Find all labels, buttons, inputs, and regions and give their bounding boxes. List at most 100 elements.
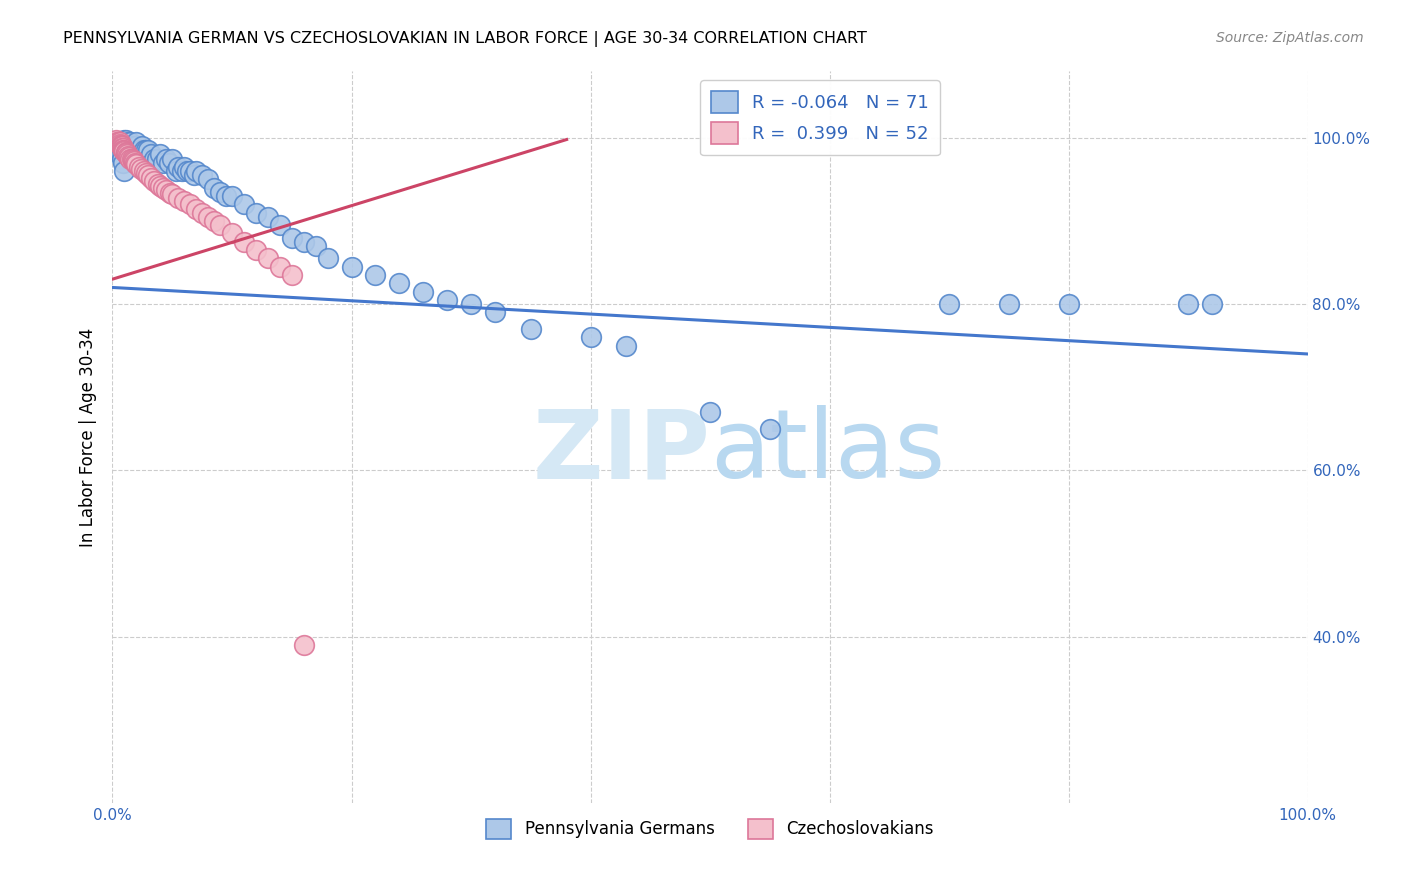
- Point: [122, 141, 145, 155]
- Point: [115, 147, 138, 161]
- Point: [162, 187, 183, 202]
- Point: [257, 252, 280, 266]
- Point: [269, 260, 291, 274]
- Point: [176, 164, 198, 178]
- Point: [125, 135, 148, 149]
- Point: [209, 185, 232, 199]
- Point: [436, 293, 458, 307]
- Point: [108, 135, 131, 149]
- Point: [134, 152, 156, 166]
- Point: [257, 210, 280, 224]
- Point: [460, 297, 482, 311]
- Point: [121, 153, 143, 168]
- Point: [484, 305, 506, 319]
- Point: [146, 177, 169, 191]
- Point: [111, 139, 134, 153]
- Point: [107, 135, 129, 149]
- Point: [167, 191, 190, 205]
- Point: [112, 156, 135, 170]
- Point: [152, 156, 174, 170]
- Point: [117, 149, 139, 163]
- Point: [292, 638, 315, 652]
- Point: [197, 210, 219, 224]
- Point: [121, 144, 143, 158]
- Text: PENNSYLVANIA GERMAN VS CZECHOSLOVAKIAN IN LABOR FORCE | AGE 30-34 CORRELATION CH: PENNSYLVANIA GERMAN VS CZECHOSLOVAKIAN I…: [63, 31, 868, 47]
- Point: [107, 139, 129, 153]
- Point: [129, 161, 152, 176]
- Point: [165, 164, 187, 178]
- Point: [105, 135, 128, 149]
- Point: [149, 147, 172, 161]
- Point: [143, 152, 166, 166]
- Point: [124, 139, 146, 153]
- Point: [209, 218, 232, 232]
- Point: [186, 202, 208, 216]
- Point: [202, 214, 225, 228]
- Point: [129, 144, 152, 158]
- Point: [215, 189, 238, 203]
- Point: [139, 170, 162, 185]
- Point: [135, 166, 157, 180]
- Point: [281, 230, 304, 244]
- Point: [114, 144, 135, 158]
- Point: [167, 160, 190, 174]
- Point: [616, 339, 638, 353]
- Point: [125, 157, 148, 171]
- Point: [124, 156, 146, 170]
- Y-axis label: In Labor Force | Age 30-34: In Labor Force | Age 30-34: [79, 327, 97, 547]
- Point: [292, 235, 315, 249]
- Point: [364, 268, 387, 282]
- Text: Source: ZipAtlas.com: Source: ZipAtlas.com: [1216, 31, 1364, 45]
- Point: [170, 164, 193, 178]
- Point: [114, 145, 136, 159]
- Point: [197, 172, 219, 186]
- Point: [245, 205, 267, 219]
- Point: [1057, 297, 1080, 311]
- Point: [233, 197, 256, 211]
- Point: [112, 144, 135, 158]
- Point: [149, 179, 172, 194]
- Point: [143, 174, 166, 188]
- Point: [121, 139, 143, 153]
- Point: [186, 164, 208, 178]
- Point: [110, 147, 132, 161]
- Text: ZIP: ZIP: [531, 405, 710, 499]
- Point: [131, 139, 153, 153]
- Point: [111, 141, 134, 155]
- Point: [269, 218, 291, 232]
- Point: [128, 147, 150, 161]
- Point: [938, 297, 960, 311]
- Point: [179, 164, 201, 178]
- Point: [159, 186, 181, 200]
- Point: [108, 136, 131, 151]
- Point: [388, 277, 411, 291]
- Point: [759, 422, 782, 436]
- Point: [138, 168, 160, 182]
- Point: [135, 144, 157, 158]
- Point: [316, 252, 339, 266]
- Point: [179, 197, 201, 211]
- Point: [340, 260, 363, 274]
- Point: [155, 183, 177, 197]
- Point: [152, 180, 174, 194]
- Point: [221, 227, 243, 241]
- Point: [139, 147, 162, 161]
- Point: [1177, 297, 1199, 311]
- Point: [412, 285, 434, 299]
- Point: [132, 144, 155, 158]
- Point: [115, 144, 138, 158]
- Point: [122, 154, 145, 169]
- Point: [173, 194, 195, 208]
- Point: [111, 152, 134, 166]
- Point: [120, 135, 142, 149]
- Point: [114, 132, 136, 146]
- Point: [699, 405, 721, 419]
- Point: [118, 150, 141, 164]
- Point: [233, 235, 256, 249]
- Point: [579, 330, 602, 344]
- Point: [121, 153, 143, 167]
- Point: [141, 156, 163, 170]
- Point: [191, 168, 214, 182]
- Point: [221, 189, 243, 203]
- Point: [173, 160, 195, 174]
